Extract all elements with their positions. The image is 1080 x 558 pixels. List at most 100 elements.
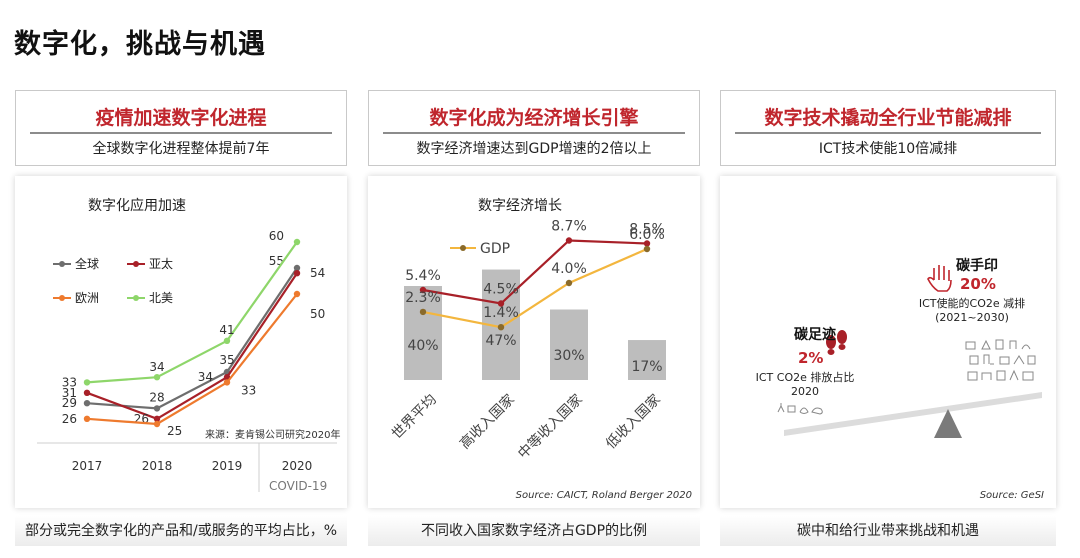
- legend-marker: [59, 295, 65, 301]
- data-label: 5.4%: [405, 268, 441, 284]
- series-line-0: [86, 267, 298, 410]
- data-label: 34: [198, 370, 213, 384]
- digital-adoption-chart-card: 数字化应用加速 全球 亚太 欧洲 北美 29 28 35 55 31 26 34 54 26 25 33 5…: [15, 176, 347, 508]
- bar-label: 40%: [407, 338, 438, 354]
- panel-title: 数字技术撬动全行业节能减排: [764, 107, 1012, 129]
- data-point: [83, 379, 91, 386]
- chart-source: Source: GeSI: [980, 490, 1044, 501]
- data-point: [153, 415, 161, 422]
- digital-economy-chart-card: 数字经济增长 GDP 40% 47% 30% 17% 5.4% 4.5% 8.7% 8.5%…: [368, 176, 700, 508]
- industry-icons: [965, 339, 1036, 381]
- carbon-handprint-desc: ICT使能的CO2e 减排: [919, 296, 1025, 310]
- x-tick-label: 2018: [142, 459, 173, 473]
- data-label: 6.0%: [629, 227, 665, 243]
- divider: [30, 132, 332, 134]
- panel-subtitle: 全球数字化进程整体提前7年: [92, 141, 270, 157]
- divider: [383, 132, 685, 134]
- legend-label: GDP: [480, 241, 510, 257]
- carbon-footprint-desc: ICT CO2e 排放占比: [756, 370, 855, 384]
- hand-icon: [927, 265, 952, 292]
- bar: [404, 286, 442, 380]
- panel-caption: 部分或完全数字化的产品和/或服务的平均占比，%: [15, 516, 347, 546]
- series-line-2: [86, 293, 298, 426]
- data-label: 33: [241, 383, 256, 397]
- data-label: 4.5%: [483, 282, 519, 298]
- x-tick-label: 中等收入国家: [514, 391, 585, 462]
- data-label: 31: [62, 386, 77, 400]
- carbon-footprint-year: 2020: [791, 385, 819, 398]
- carbon-footprint-label: 碳足迹: [794, 326, 836, 343]
- legend-marker: [133, 261, 139, 267]
- legend-label: 欧洲: [75, 291, 99, 305]
- panel-title: 疫情加速数字化进程: [95, 107, 267, 129]
- data-point: [497, 300, 505, 307]
- x-tick-label: 低收入国家: [602, 391, 664, 453]
- bar: [628, 340, 666, 380]
- carbon-handprint-value: 20%: [960, 275, 996, 293]
- data-point: [419, 308, 427, 316]
- legend-marker: [460, 245, 466, 251]
- chart-source: 来源：麦肯锡公司研究2020年: [205, 428, 340, 441]
- panel-header-emission-reduction: 数字技术撬动全行业节能减排 ICT技术使能10倍减排: [720, 90, 1056, 166]
- bar-label: 30%: [553, 348, 584, 364]
- data-point: [497, 324, 505, 331]
- series-line-1: [422, 247, 648, 329]
- data-label: 60: [269, 229, 284, 243]
- carbon-seesaw-card: 碳足迹 2% ICT CO2e 排放占比 2020 碳手印 20% ICT使能的…: [720, 176, 1056, 508]
- data-label: 33: [62, 375, 77, 389]
- legend-label: 全球: [75, 256, 99, 271]
- digital-economy-combo-chart: 数字经济增长 GDP 40% 47% 30% 17% 5.4% 4.5% 8.7% 8.5%…: [389, 198, 692, 501]
- series-line-0: [422, 239, 648, 305]
- data-label: 8.7%: [551, 219, 587, 235]
- data-label: 8.5%: [629, 222, 665, 238]
- data-label: 35: [219, 353, 234, 367]
- data-label: 50: [310, 307, 325, 321]
- data-label: 2.3%: [405, 290, 441, 306]
- data-point: [83, 415, 91, 422]
- data-point: [565, 279, 573, 287]
- series-line-1: [86, 272, 298, 421]
- data-label: 41: [219, 323, 234, 337]
- data-point: [83, 400, 91, 407]
- data-point: [643, 245, 651, 253]
- bar-label: 17%: [631, 359, 662, 375]
- seesaw-pivot: [934, 409, 962, 438]
- chart-source: Source: CAICT, Roland Berger 2020: [516, 490, 692, 501]
- carbon-handprint-label: 碳手印: [956, 257, 998, 274]
- data-point: [223, 379, 231, 386]
- data-point: [293, 238, 301, 246]
- data-point: [293, 290, 301, 298]
- data-label: 26: [62, 412, 77, 426]
- data-label: 55: [269, 254, 284, 268]
- data-point: [223, 337, 231, 344]
- data-label: 4.0%: [551, 261, 587, 277]
- panel-subtitle: 数字经济增速达到GDP增速的2倍以上: [416, 141, 652, 157]
- carbon-seesaw-illustration: 碳足迹 2% ICT CO2e 排放占比 2020 碳手印 20% ICT使能的…: [756, 257, 1044, 501]
- bar: [550, 309, 588, 380]
- panel-header-economic-engine: 数字化成为经济增长引擎 数字经济增速达到GDP增速的2倍以上: [368, 90, 700, 166]
- data-point: [83, 389, 91, 396]
- legend-marker: [59, 261, 65, 267]
- seesaw-beam: [784, 392, 1042, 436]
- chart-title: 数字化应用加速: [88, 197, 186, 214]
- panel-caption: 碳中和给行业带来挑战和机遇: [720, 516, 1056, 546]
- x-tick-label: 高收入国家: [456, 391, 518, 453]
- footprints-icon: [826, 330, 847, 355]
- series-line-3: [86, 241, 298, 384]
- divider: [735, 132, 1041, 134]
- x-tick-label: 世界平均: [389, 392, 440, 443]
- data-label: 25: [167, 424, 182, 438]
- panel-caption: 不同收入国家数字经济占GDP的比例: [368, 516, 700, 546]
- data-point: [153, 420, 161, 428]
- carbon-footprint-value: 2%: [798, 349, 823, 367]
- data-point: [643, 240, 651, 247]
- panel-header-digital-acceleration: 疫情加速数字化进程 全球数字化进程整体提前7年: [15, 90, 347, 166]
- panel-title: 数字化成为经济增长引擎: [429, 107, 639, 129]
- data-point: [565, 237, 573, 244]
- data-point: [153, 405, 161, 412]
- data-point: [293, 264, 301, 272]
- data-point: [419, 286, 427, 294]
- carbon-handprint-years: (2021~2030): [935, 311, 1009, 324]
- bar-label: 47%: [485, 333, 516, 349]
